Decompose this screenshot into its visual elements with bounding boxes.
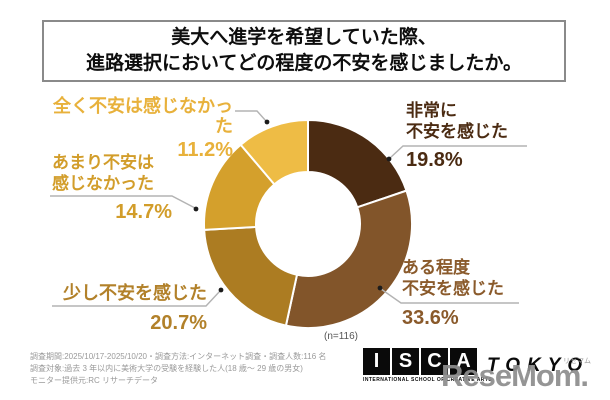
tokyo-wordmark: TOKYO	[487, 355, 590, 376]
callout-percent: 33.6%	[402, 307, 459, 329]
callout-very-anxious: 非常に 不安を感じた 19.8%	[406, 100, 546, 171]
isca-tagline: INTERNATIONAL SCHOOL OF CREATIVE ARTS	[363, 377, 493, 383]
donut-segment	[307, 119, 408, 209]
callout-percent: 11.2%	[177, 139, 233, 161]
callout-label: 非常に 不安を感じた	[406, 101, 508, 141]
survey-notes: 調査期間:2025/10/17-2025/10/20・調査方法:インターネット調…	[30, 351, 326, 387]
donut-segment	[203, 225, 298, 327]
callout-percent: 19.8%	[406, 149, 463, 171]
callout-not-much-anxious: あまり不安は 感じなかった 14.7%	[52, 152, 172, 223]
resemom-watermark: ReseMom.	[441, 358, 589, 393]
callout-percent: 14.7%	[115, 201, 172, 223]
title-box: 美大へ進学を希望していた際、 進路選択においてどの程度の不安を感じましたか。	[42, 20, 566, 82]
callout-percent: 20.7%	[150, 312, 207, 334]
donut-chart	[203, 119, 413, 329]
callout-label: 全く不安は感じなかった	[53, 96, 233, 136]
title-line-2: 進路選択においてどの程度の不安を感じましたか。	[85, 53, 523, 74]
callout-label: ある程度 不安を感じた	[402, 258, 504, 298]
leader-dot-notmuch	[193, 206, 199, 212]
donut-segment	[284, 189, 413, 329]
title-line-1: 美大へ進学を希望していた際、	[171, 27, 437, 48]
callout-no-anxiety: 全く不安は感じなかった 11.2%	[38, 96, 233, 161]
isca-logo: I S C A INTERNATIONAL SCHOOL OF CREATIVE…	[363, 348, 492, 383]
isca-letter-s: S	[392, 348, 419, 375]
isca-logo-squares: I S C A	[363, 348, 492, 375]
callout-slightly-anxious: 少し不安を感じた 20.7%	[40, 283, 207, 334]
donut-segment	[239, 119, 309, 186]
callout-somewhat-anxious: ある程度 不安を感じた 33.6%	[402, 257, 542, 329]
survey-period: 調査期間:2025/10/17-2025/10/20・調査方法:インターネット調…	[30, 352, 327, 361]
survey-target: 調査対象:過去 3 年以内に美術大学の受験を経験した人(18 歳〜 29 歳の男…	[30, 364, 303, 373]
resemom-kana-label: リセマム	[563, 358, 591, 365]
isca-letter-i: I	[363, 348, 390, 375]
sample-size: (n=116)	[323, 331, 358, 342]
isca-letter-c: C	[421, 348, 448, 375]
survey-monitor: モニター提供元:RC リサーチデータ	[30, 376, 158, 385]
isca-letter-a: A	[450, 348, 477, 375]
callout-label: あまり不安は 感じなかった	[52, 153, 154, 193]
callout-label: 少し不安を感じた	[63, 283, 207, 303]
